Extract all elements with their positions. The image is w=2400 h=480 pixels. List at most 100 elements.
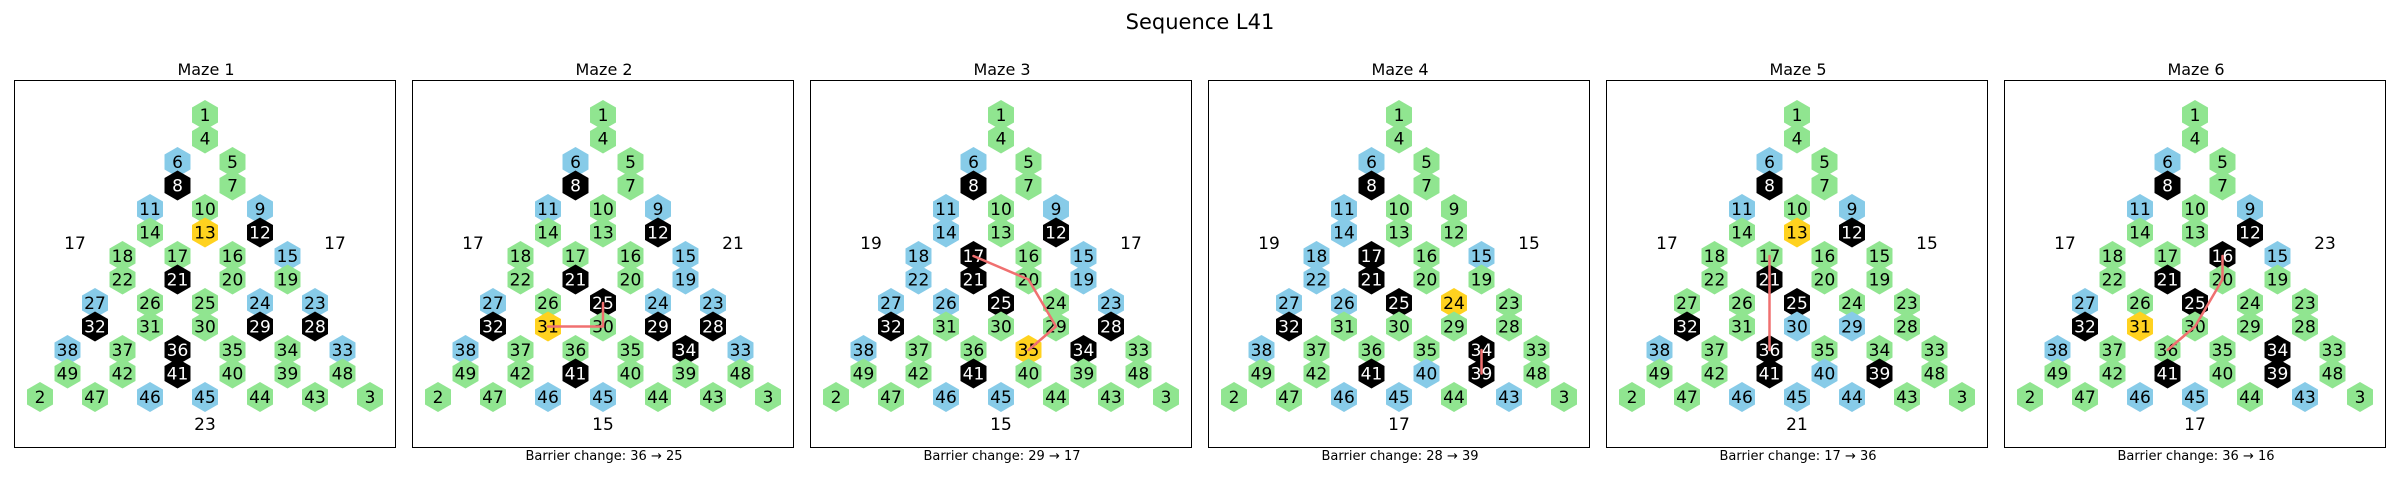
hex-label: 25 (194, 294, 216, 314)
hex-cell-46: 46 (1331, 382, 1357, 412)
hex-shape (2182, 288, 2208, 318)
hex-label: 28 (2294, 318, 2316, 338)
hex-label: 12 (249, 224, 271, 244)
hex-label: 2 (433, 388, 444, 408)
hex-label: 43 (304, 388, 326, 408)
hex-label: 21 (565, 271, 587, 291)
hex-label: 2 (1229, 388, 1240, 408)
hex-label: 27 (1278, 294, 1300, 314)
hex-shape (590, 100, 616, 130)
hex-label: 44 (249, 388, 271, 408)
right-label: 17 (1120, 234, 1142, 254)
hex-cell-41: 41 (164, 358, 191, 389)
hex-label: 13 (2184, 224, 2206, 244)
hex-cell-39: 39 (1070, 358, 1097, 389)
hex-shape (164, 170, 191, 201)
hex-cell-18: 18 (507, 241, 534, 271)
hex-label: 12 (1045, 224, 1067, 244)
hex-shape (137, 217, 163, 248)
hex-label: 42 (908, 365, 930, 385)
hex-shape (2182, 382, 2208, 412)
hex-cell-5: 5 (1413, 147, 1440, 177)
hex-cell-33: 33 (329, 335, 356, 365)
hex-cell-25: 25 (1784, 288, 1810, 318)
hex-cell-28: 28 (1098, 311, 1124, 342)
maze-frame: 1 2 3 4 5 6 7 8 9 10 11 12 13 14 15 16 17 18 19 20 21 22 23 24 2… (2004, 80, 2386, 448)
right-label: 15 (1916, 234, 1938, 254)
hex-cell-35: 35 (1811, 335, 1838, 365)
hex-shape (2154, 358, 2181, 389)
hex-label: 4 (598, 130, 609, 150)
left-label: 19 (1258, 234, 1280, 254)
hex-cell-17: 17 (562, 241, 589, 271)
hex-label: 35 (222, 341, 244, 361)
hex-label: 33 (1924, 341, 1946, 361)
hex-label: 34 (1869, 341, 1891, 361)
hex-cell-49: 49 (850, 358, 877, 389)
hex-label: 4 (2190, 130, 2201, 150)
hex-cell-9: 9 (1839, 194, 1865, 224)
hex-cell-22: 22 (507, 264, 534, 295)
hex-cell-9: 9 (247, 194, 273, 224)
hex-shape (1358, 335, 1385, 365)
hex-shape (1523, 335, 1550, 365)
hex-shape (507, 335, 534, 365)
hex-shape (27, 382, 53, 412)
hex-cell-37: 37 (109, 335, 136, 365)
hex-cell-32: 32 (1674, 311, 1700, 342)
hex-label: 6 (2162, 153, 2173, 173)
hex-cell-37: 37 (1303, 335, 1330, 365)
hex-shape (535, 288, 561, 318)
hex-cell-29: 29 (1441, 311, 1467, 342)
hex-shape (164, 358, 191, 389)
hex-label: 38 (1251, 341, 1273, 361)
hex-label: 19 (1471, 271, 1493, 291)
hex-shape (480, 288, 506, 318)
hex-label: 12 (1841, 224, 1863, 244)
hex-cell-2: 2 (1221, 382, 1247, 412)
hex-shape (219, 264, 246, 295)
hex-label: 7 (1819, 177, 1830, 197)
hex-shape (1756, 147, 1783, 177)
hex-cell-47: 47 (2072, 382, 2098, 412)
hex-label: 20 (620, 271, 642, 291)
hex-shape (933, 217, 959, 248)
figure-title: Sequence L41 (1125, 10, 1275, 34)
hex-shape (617, 264, 644, 295)
hex-shape (247, 194, 273, 224)
hex-cell-39: 39 (1866, 358, 1893, 389)
hex-label: 3 (1161, 388, 1172, 408)
hex-cell-33: 33 (2319, 335, 2346, 365)
hex-cell-46: 46 (137, 382, 163, 412)
hex-shape (1646, 335, 1673, 365)
hex-cell-36: 36 (164, 335, 191, 365)
hex-label: 32 (1676, 318, 1698, 338)
hex-cell-10: 10 (1386, 194, 1412, 224)
hex-label: 43 (1498, 388, 1520, 408)
hex-label: 33 (332, 341, 354, 361)
hex-shape (1413, 335, 1440, 365)
hex-cell-40: 40 (2209, 358, 2236, 389)
hex-shape (192, 194, 218, 224)
hex-shape (2182, 100, 2208, 130)
hex-label: 19 (675, 271, 697, 291)
right-label: 17 (324, 234, 346, 254)
hex-label: 41 (1361, 365, 1383, 385)
hex-label: 31 (2129, 318, 2151, 338)
hex-cell-17: 17 (164, 241, 191, 271)
hex-cell-31: 31 (1729, 311, 1755, 342)
hex-shape (960, 147, 987, 177)
hex-label: 1 (1792, 106, 1803, 126)
hex-label: 4 (1394, 130, 1405, 150)
hex-shape (2264, 358, 2291, 389)
hex-shape (933, 288, 959, 318)
hex-shape (452, 358, 479, 389)
hex-label: 28 (1896, 318, 1918, 338)
hex-cell-23: 23 (302, 288, 328, 318)
hex-shape (1413, 358, 1440, 389)
hex-shape (302, 288, 328, 318)
hex-label: 48 (2322, 365, 2344, 385)
hex-cell-29: 29 (1839, 311, 1865, 342)
hex-cell-8: 8 (562, 170, 589, 201)
hex-shape (1839, 217, 1865, 248)
